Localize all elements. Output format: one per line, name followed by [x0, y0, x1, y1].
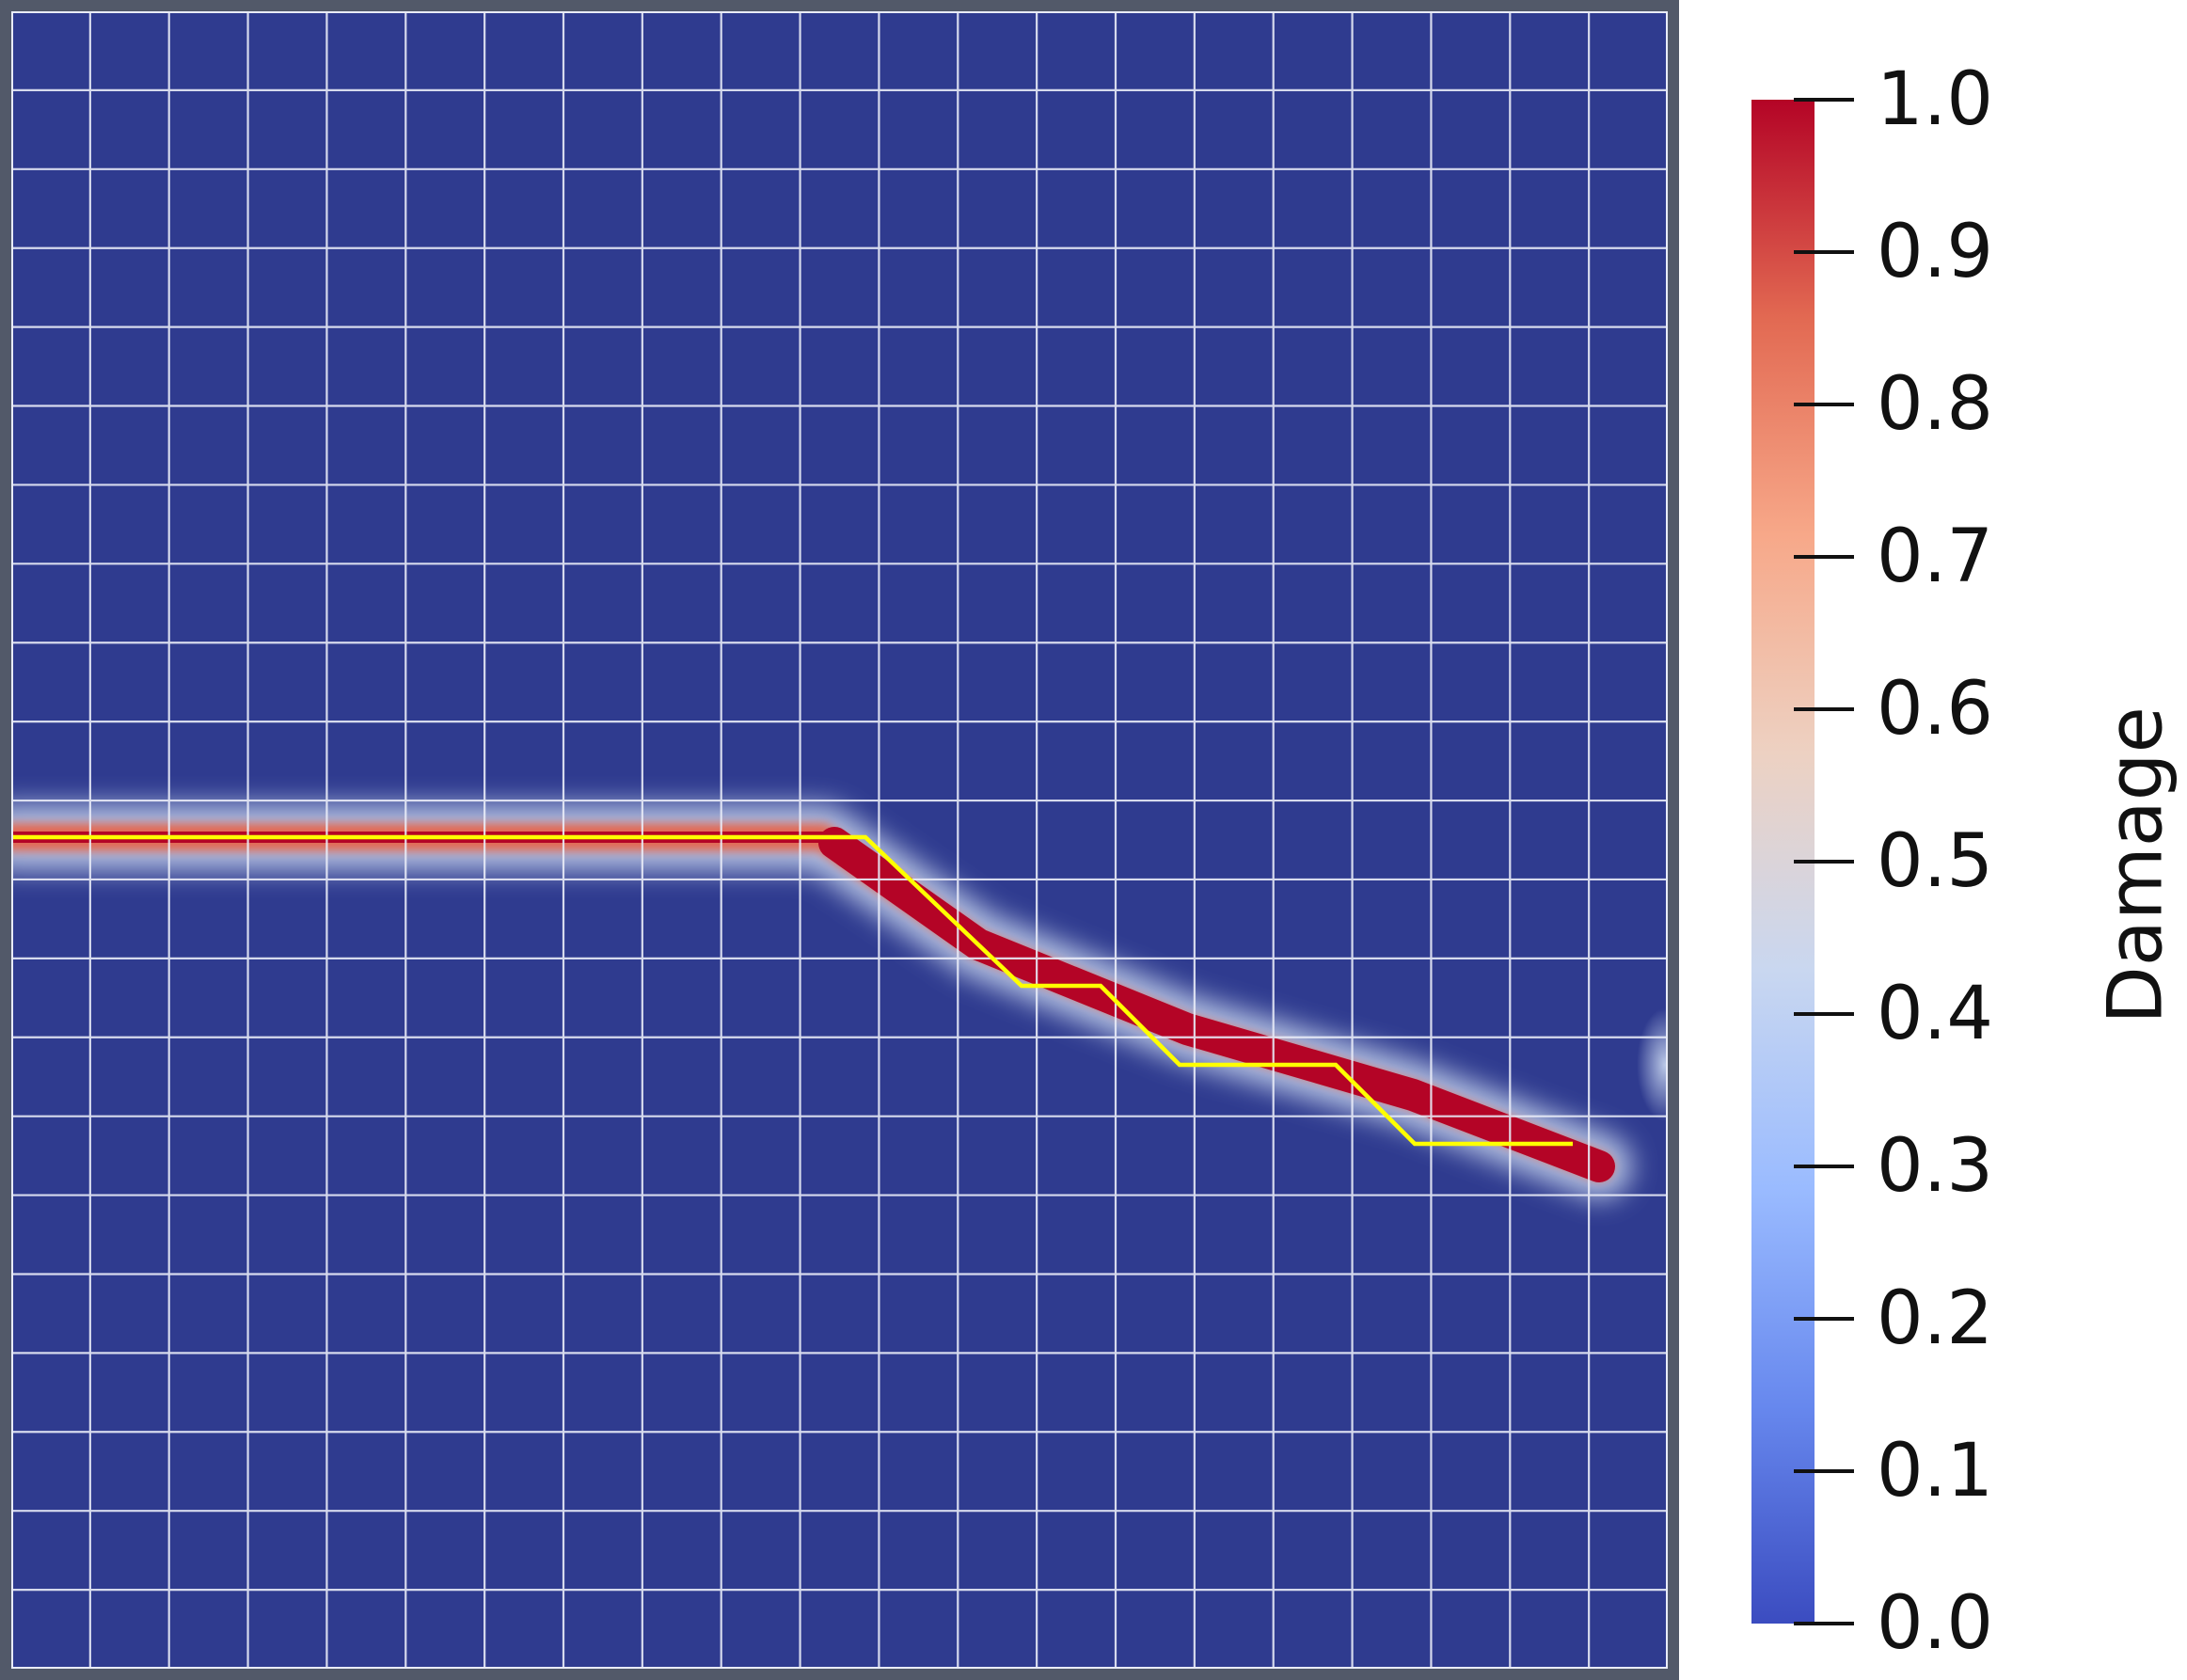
colorbar-tick-label: 0.3 [1877, 1124, 1994, 1209]
colorbar-tick-label: 0.6 [1877, 667, 1994, 752]
colorbar-tick-mark [1794, 403, 1854, 406]
colorbar-tick-label: 0.1 [1877, 1429, 1994, 1514]
render-viewport[interactable] [0, 0, 1679, 1680]
colorbar-tick-mark [1794, 1622, 1854, 1625]
colorbar-tick-mark [1794, 860, 1854, 864]
colorbar-tick-label: 0.5 [1877, 819, 1994, 904]
colorbar-tick-label: 0.4 [1877, 972, 1994, 1056]
colorbar-tick-label: 0.9 [1877, 210, 1994, 294]
colorbar-tick-label: 0.0 [1877, 1581, 1994, 1666]
damage-core-inclined [818, 827, 1615, 1182]
colorbar-tick-mark [1794, 98, 1854, 102]
colorbar-tick-mark [1794, 707, 1854, 711]
colorbar-tick-label: 0.7 [1877, 515, 1994, 599]
colorbar-tick-label: 1.0 [1877, 57, 1994, 142]
colorbar-tick-mark [1794, 1012, 1854, 1016]
colorbar-tick-mark [1794, 555, 1854, 559]
mesh-grid [11, 11, 1668, 1669]
damage-field-plot[interactable] [11, 11, 1668, 1669]
domain-border [11, 11, 1668, 1669]
colorbar-tick-label: 0.8 [1877, 362, 1994, 447]
colorbar-tick-label: 0.2 [1877, 1276, 1994, 1361]
colorbar-tick-mark [1794, 250, 1854, 254]
colorbar-tick-mark [1794, 1165, 1854, 1168]
colorbar-tick-mark [1794, 1469, 1854, 1473]
colorbar-tick-mark [1794, 1317, 1854, 1321]
colorbar-title: Damage [2091, 706, 2179, 1024]
crack-path [11, 834, 1573, 1147]
